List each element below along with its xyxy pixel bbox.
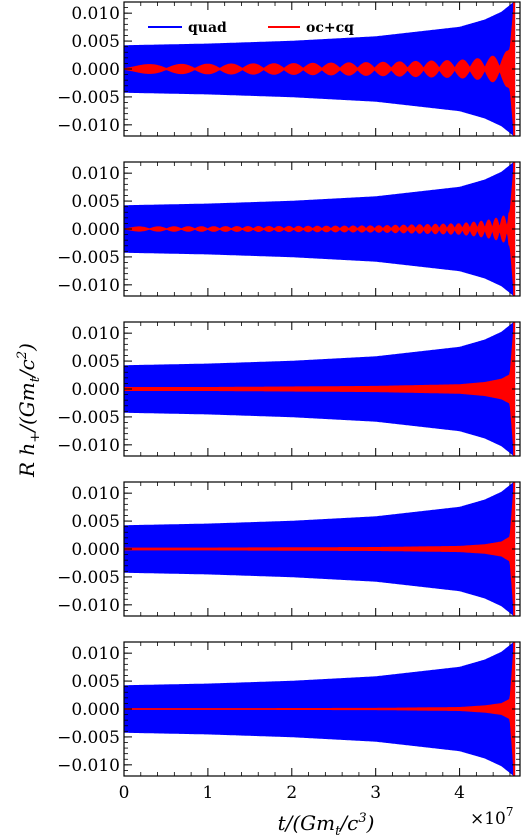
panel-5: 0.010 0.005 0.000 −0.005 −0.010 0 1 2 3 4 bbox=[57, 641, 521, 803]
x-tick-label: 4 bbox=[454, 783, 465, 803]
panel-1: 0.010 0.005 0.000 −0.005 −0.010 bbox=[57, 1, 521, 137]
x-tick-label: 3 bbox=[370, 783, 381, 803]
y-tick-label: −0.005 bbox=[57, 728, 120, 748]
legend: quad oc+cq bbox=[148, 20, 354, 36]
legend-label-occq: oc+cq bbox=[306, 20, 354, 36]
y-tick-label: −0.005 bbox=[57, 408, 120, 428]
y-tick-label: −0.005 bbox=[57, 248, 120, 268]
y-tick-label: 0.010 bbox=[71, 324, 120, 344]
y-tick-label: 0.000 bbox=[71, 700, 120, 720]
y-tick-label: 0.005 bbox=[71, 352, 120, 372]
legend-label-quad: quad bbox=[188, 20, 227, 36]
x-tick-label: 1 bbox=[202, 783, 213, 803]
y-axis-title: R h+/(Gmt/c2) bbox=[15, 343, 43, 478]
y-tick-label: −0.005 bbox=[57, 88, 120, 108]
panels: 0.0100.0050.000−0.005−0.0100.0100.0050.0… bbox=[57, 1, 521, 803]
x-tick-label: 2 bbox=[286, 783, 297, 803]
y-tick-label: −0.005 bbox=[57, 568, 120, 588]
y-tick-label: 0.010 bbox=[71, 164, 120, 184]
series-occq-envelope bbox=[124, 2, 515, 136]
y-tick-label: 0.000 bbox=[71, 60, 120, 80]
y-tick-label: 0.005 bbox=[71, 512, 120, 532]
panel-3: 0.010 0.005 0.000 −0.005 −0.010 bbox=[57, 321, 521, 457]
y-tick-label: −0.010 bbox=[57, 756, 120, 776]
panel-4: 0.010 0.005 0.000 −0.005 −0.010 bbox=[57, 481, 521, 617]
x-axis-title: t/(Gmt/c3) bbox=[278, 811, 375, 839]
y-tick-label: 0.010 bbox=[71, 484, 120, 504]
panel-2: 0.010 0.005 0.000 −0.005 −0.010 bbox=[57, 161, 521, 297]
y-tick-label: −0.010 bbox=[57, 436, 120, 456]
series-occq-envelope bbox=[124, 322, 515, 456]
y-tick-label: −0.010 bbox=[57, 116, 120, 136]
y-tick-label: 0.010 bbox=[71, 644, 120, 664]
series-occq-envelope bbox=[124, 162, 515, 296]
y-tick-label: −0.010 bbox=[57, 596, 120, 616]
plot-area bbox=[124, 322, 516, 456]
y-tick-label: 0.005 bbox=[71, 192, 120, 212]
series-occq-envelope bbox=[124, 642, 515, 776]
x-tick-label: 0 bbox=[119, 783, 130, 803]
plot-area bbox=[124, 642, 516, 776]
y-tick-label: 0.000 bbox=[71, 540, 120, 560]
y-tick-label: 0.000 bbox=[71, 220, 120, 240]
plot-area bbox=[124, 482, 516, 616]
y-tick-label: 0.005 bbox=[71, 672, 120, 692]
y-tick-label: 0.000 bbox=[71, 380, 120, 400]
y-tick-label: 0.010 bbox=[71, 4, 120, 24]
x-scale-factor: ×107 bbox=[470, 805, 514, 829]
y-tick-label: 0.005 bbox=[71, 32, 120, 52]
y-tick-label: −0.010 bbox=[57, 276, 120, 296]
plot-area bbox=[124, 162, 516, 296]
series-occq-envelope bbox=[124, 482, 515, 616]
